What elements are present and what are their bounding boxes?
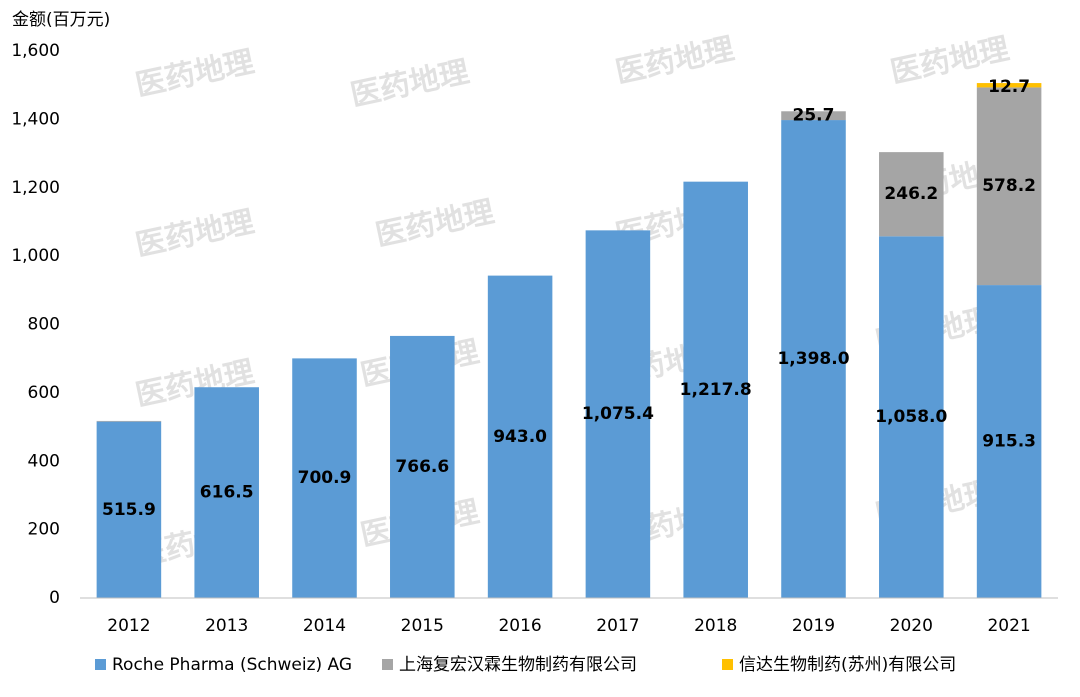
- y-tick-label: 1,000: [11, 246, 60, 266]
- x-tick-label: 2012: [107, 616, 150, 636]
- data-label: 943.0: [493, 427, 547, 447]
- legend-label: 上海复宏汉霖生物制药有限公司: [399, 655, 637, 675]
- data-label: 578.2: [982, 176, 1036, 196]
- x-tick-label: 2019: [792, 616, 835, 636]
- data-label: 700.9: [298, 468, 352, 488]
- x-tick-label: 2020: [890, 616, 933, 636]
- watermark: 医药地理: [132, 44, 257, 103]
- legend-swatch: [95, 659, 106, 670]
- data-label: 12.7: [988, 77, 1030, 97]
- watermark: 医药地理: [132, 204, 257, 263]
- bar-segment: [879, 236, 944, 598]
- watermark: 医药地理: [372, 194, 497, 253]
- data-label: 616.5: [200, 483, 254, 503]
- bar-segment: [781, 111, 846, 121]
- bar-segment: [96, 420, 162, 422]
- legend-swatch: [722, 659, 733, 670]
- y-tick-label: 800: [28, 315, 60, 335]
- data-label: 246.2: [884, 184, 938, 204]
- data-label: 766.6: [395, 457, 449, 477]
- x-tick-label: 2013: [205, 616, 248, 636]
- data-label: 1,398.0: [777, 349, 849, 369]
- y-tick-label: 0: [49, 588, 60, 608]
- x-tick-label: 2021: [987, 616, 1030, 636]
- data-label: 25.7: [793, 106, 835, 126]
- legend-label: Roche Pharma (Schweiz) AG: [112, 655, 352, 675]
- bar-segment: [781, 120, 846, 598]
- y-tick-label: 1,200: [11, 178, 60, 198]
- legend-label: 信达生物制药(苏州)有限公司: [739, 655, 956, 675]
- y-tick-label: 200: [28, 520, 60, 540]
- data-label: 1,217.8: [680, 380, 752, 400]
- x-tick-label: 2017: [596, 616, 639, 636]
- y-tick-label: 600: [28, 383, 60, 403]
- watermark: 医药地理: [347, 54, 472, 113]
- x-tick-label: 2014: [303, 616, 346, 636]
- bar-segment: [879, 152, 944, 237]
- bar-segment: [976, 285, 1042, 598]
- bar-segment: [976, 83, 1042, 88]
- data-label: 1,058.0: [875, 407, 947, 427]
- bar-segment: [976, 87, 1042, 286]
- y-axis-label: 金额(百万元): [12, 10, 110, 30]
- bar-segment: [585, 230, 651, 598]
- bar-segment: [487, 275, 553, 598]
- data-label: 515.9: [102, 500, 156, 520]
- y-tick-label: 1,400: [11, 109, 60, 129]
- bar-segment: [96, 421, 162, 598]
- x-tick-label: 2016: [498, 616, 541, 636]
- data-label: 915.3: [982, 432, 1036, 452]
- bar-segment: [292, 358, 357, 598]
- bar-segment: [683, 181, 748, 599]
- watermark: 医药地理: [612, 31, 737, 90]
- bar-segment: [390, 335, 455, 598]
- y-tick-label: 1,600: [11, 41, 60, 61]
- data-label: 1,075.4: [582, 404, 654, 424]
- bar-segment: [194, 387, 259, 598]
- y-tick-label: 400: [28, 451, 60, 471]
- x-tick-label: 2018: [694, 616, 737, 636]
- x-tick-label: 2015: [401, 616, 444, 636]
- legend-swatch: [382, 659, 393, 670]
